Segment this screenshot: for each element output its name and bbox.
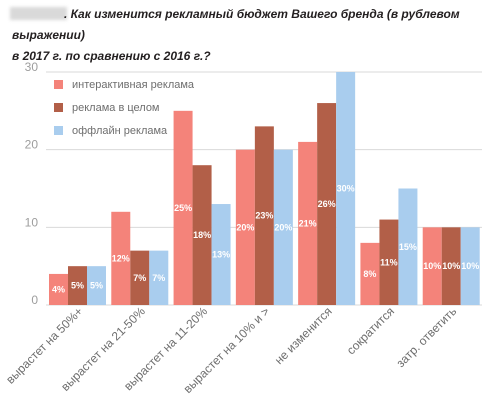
- legend-swatch: [54, 103, 63, 112]
- legend-label: оффлайн реклама: [72, 125, 168, 137]
- chart-title: . Как изменится рекламный бюджет Вашего …: [12, 4, 490, 67]
- data-label: 20%: [236, 222, 254, 232]
- data-label: 8%: [363, 269, 376, 279]
- x-tick-label: сократится: [344, 304, 397, 357]
- data-label: 26%: [318, 199, 336, 209]
- bar: [379, 219, 399, 305]
- bar: [235, 149, 255, 305]
- data-label: 12%: [112, 253, 130, 263]
- x-tick-label: не изменится: [272, 304, 335, 367]
- bar: [336, 72, 356, 305]
- data-label: 21%: [299, 218, 317, 228]
- bar: [254, 126, 274, 305]
- legend-label: интерактивная реклама: [72, 79, 195, 91]
- y-tick-label: 0: [31, 293, 38, 307]
- legend-swatch: [54, 80, 63, 89]
- y-tick-label: 10: [25, 215, 39, 229]
- bar: [49, 273, 68, 305]
- bar: [211, 204, 231, 305]
- data-label: 18%: [193, 230, 211, 240]
- bar: [273, 149, 293, 305]
- legend-label: реклама в целом: [72, 102, 160, 114]
- bar: [130, 250, 150, 305]
- data-label: 20%: [274, 222, 292, 232]
- bar: [68, 266, 87, 305]
- data-label: 23%: [255, 211, 273, 221]
- redacted-number: [10, 7, 67, 20]
- data-label: 30%: [337, 184, 355, 194]
- legend-swatch: [54, 126, 63, 135]
- bar: [111, 211, 131, 305]
- y-tick-label: 20: [25, 138, 39, 152]
- bar: [173, 110, 193, 305]
- data-label: 10%: [423, 261, 441, 271]
- x-tick-label: затр. ответить: [393, 304, 459, 370]
- chart-title-line2: в 2017 г. по сравнению с 2016 г.?: [12, 49, 211, 63]
- data-label: 5%: [90, 281, 103, 291]
- data-label: 25%: [174, 203, 192, 213]
- bar: [422, 227, 442, 305]
- bar: [192, 165, 212, 305]
- data-label: 7%: [152, 273, 165, 283]
- data-label: 7%: [133, 273, 146, 283]
- bar: [460, 227, 480, 305]
- bar: [398, 188, 418, 305]
- data-label: 5%: [71, 281, 84, 291]
- data-label: 13%: [212, 250, 230, 260]
- data-label: 10%: [461, 261, 479, 271]
- data-label: 10%: [442, 261, 460, 271]
- bar: [149, 250, 169, 305]
- data-label: 4%: [52, 284, 65, 294]
- bar: [317, 103, 337, 305]
- y-tick-label: 30: [25, 60, 39, 74]
- data-label: 11%: [380, 257, 398, 267]
- bar: [87, 266, 106, 305]
- bar: [360, 242, 380, 305]
- bar: [298, 141, 318, 305]
- bar: [441, 227, 461, 305]
- data-label: 15%: [399, 242, 417, 252]
- chart-title-line1: . Как изменится рекламный бюджет Вашего …: [12, 7, 460, 42]
